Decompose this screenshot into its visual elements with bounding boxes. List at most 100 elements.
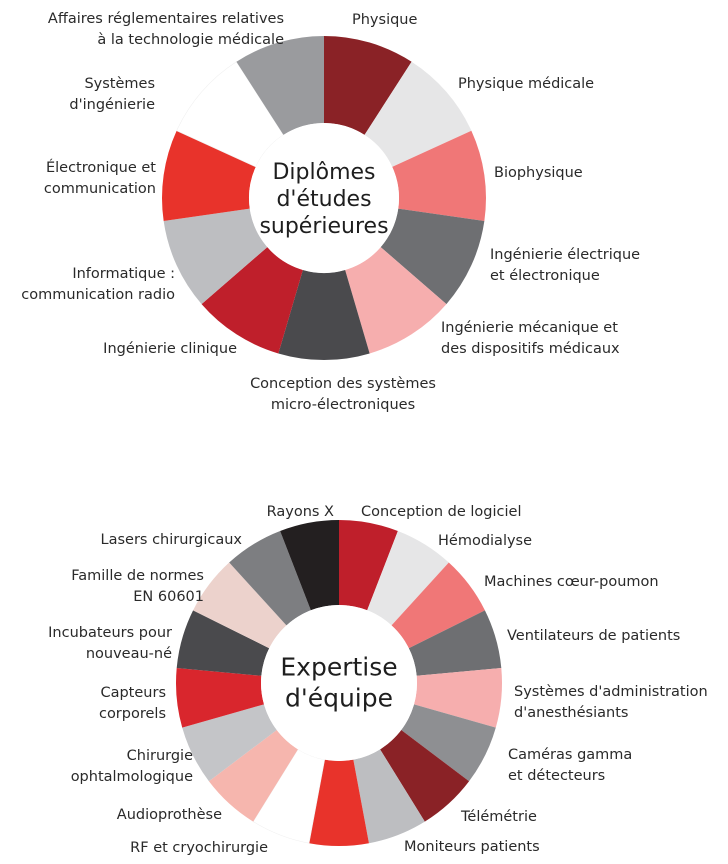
label-line: à la technologie médicale xyxy=(97,32,284,48)
label-conception-des-systemes-micro-electroniques: Conception des systèmes micro-électroniqu… xyxy=(250,376,436,413)
label-line: Ingénierie mécanique et xyxy=(441,320,618,336)
label-line: Physique médicale xyxy=(458,76,594,92)
center-title-line: Expertise xyxy=(280,653,397,682)
label-line: corporels xyxy=(99,706,166,722)
label-line: Biophysique xyxy=(494,165,583,181)
segment-conception-de-logiciel xyxy=(339,520,398,611)
label-line: RF et cryochirurgie xyxy=(130,840,268,856)
label-line: Caméras gamma xyxy=(508,747,632,763)
segment-informatique-communication-radio xyxy=(163,208,268,305)
label-line: communication xyxy=(44,181,156,197)
label-rayons-x: Rayons X xyxy=(267,504,334,520)
center-title-line: d'équipe xyxy=(285,684,393,713)
segment-physique xyxy=(324,36,412,135)
label-capteurs-corporels: Capteurs corporels xyxy=(99,685,166,722)
segment-ingenierie-mecanique-et-des-dispositifs-medicaux xyxy=(345,247,447,354)
segment-biophysique xyxy=(392,130,486,222)
label-ventilateurs-de-patients: Ventilateurs de patients xyxy=(507,628,680,644)
label-line: d'ingénierie xyxy=(69,97,155,113)
label-hemodialyse: Hémodialyse xyxy=(438,533,532,549)
label-line: d'anesthésiants xyxy=(514,705,628,721)
label-line: des dispositifs médicaux xyxy=(441,341,620,357)
label-physique: Physique xyxy=(352,12,417,28)
segment-conception-des-systemes-micro-electroniques xyxy=(278,269,370,360)
label-line: ophtalmologique xyxy=(71,769,193,785)
label-line: Systèmes xyxy=(84,76,155,92)
label-ingenierie-electrique-et-electronique: Ingénierie électrique et électronique xyxy=(490,247,640,284)
label-ingenierie-mecanique-et-des-dispositifs-medicaux: Ingénierie mécanique et des dispositifs m… xyxy=(441,320,620,357)
segment-ingenierie-clinique xyxy=(201,247,303,354)
segment-moniteurs-patients xyxy=(353,749,425,844)
label-line: et détecteurs xyxy=(508,768,605,784)
label-line: Physique xyxy=(352,12,417,28)
label-line: Incubateurs pour xyxy=(48,625,172,641)
segment-systemes-d-administration-d-anesthesiants xyxy=(414,667,502,728)
label-line: Ingénierie électrique xyxy=(490,247,640,263)
label-systemes-d-administration-d-anesthesiants: Systèmes d'administration d'anesthésiants xyxy=(514,684,708,721)
label-line: communication radio xyxy=(21,287,175,303)
label-incubateurs-pour-nouveau-ne: Incubateurs pour nouveau-né xyxy=(48,625,172,662)
label-informatique-communication-radio: Informatique : communication radio xyxy=(21,266,175,303)
segment-incubateurs-pour-nouveau-ne xyxy=(176,610,270,676)
center-title: Diplômes d'études supérieures xyxy=(259,160,388,239)
segment-cameras-gamma-et-detecteurs xyxy=(401,704,496,782)
label-famille-de-normes-en-60601: Famille de normes EN 60601 xyxy=(71,568,204,605)
segment-rayons-x xyxy=(280,520,339,611)
label-line: Ingénierie clinique xyxy=(103,341,237,357)
team-expertise-wheel: Expertise d'équipe Conception de logiciel H… xyxy=(48,504,708,856)
label-line: Conception des systèmes xyxy=(250,376,436,392)
label-machines-c-ur-poumon: Machines cœur-poumon xyxy=(484,574,659,590)
label-line: Chirurgie xyxy=(127,748,193,764)
label-line: Télémétrie xyxy=(460,809,537,825)
label-lasers-chirurgicaux: Lasers chirurgicaux xyxy=(101,532,243,548)
segment-physique-medicale xyxy=(364,61,472,167)
center-title-line: Diplômes xyxy=(272,160,375,185)
label-line: Électronique et xyxy=(46,159,156,176)
center-disc xyxy=(261,605,417,761)
segment-famille-de-normes-en-60601 xyxy=(193,562,287,649)
label-audioprothese: Audioprothèse xyxy=(117,807,222,823)
label-line: Machines cœur-poumon xyxy=(484,574,659,590)
segment-machines-c-ur-poumon xyxy=(391,562,485,649)
center-title-line: supérieures xyxy=(259,214,388,239)
segment-capteurs-corporels xyxy=(176,667,264,728)
label-rf-et-cryochirurgie: RF et cryochirurgie xyxy=(130,840,268,856)
label-ingenierie-clinique: Ingénierie clinique xyxy=(103,341,237,357)
label-electronique-et-communication: Électronique et communication xyxy=(44,159,156,197)
label-line: nouveau-né xyxy=(86,646,172,662)
segment-audioprothese xyxy=(208,730,298,822)
segment-lasers-chirurgicaux xyxy=(229,531,311,626)
label-line: Affaires réglementaires relatives xyxy=(48,11,284,27)
label-affaires-reglementaires-relatives-a-la-technologie-medicale: Affaires réglementaires relatives à la te… xyxy=(48,11,284,48)
segment-ingenierie-electrique-et-electronique xyxy=(380,208,485,305)
label-line: Lasers chirurgicaux xyxy=(101,532,243,548)
label-line: Informatique : xyxy=(72,266,175,282)
label-telemetrie: Télémétrie xyxy=(460,809,537,825)
segment-hemodialyse xyxy=(367,531,449,626)
label-line: Famille de normes xyxy=(71,568,204,584)
label-line: et électronique xyxy=(490,268,600,284)
segment-chirurgie-ophtalmologique xyxy=(182,704,277,782)
segment-ventilateurs-de-patients xyxy=(408,610,502,676)
label-line: Audioprothèse xyxy=(117,807,222,823)
center-title: Expertise d'équipe xyxy=(280,653,397,713)
label-line: Moniteurs patients xyxy=(404,839,540,855)
label-line: micro-électroniques xyxy=(271,397,415,413)
segment-telemetrie xyxy=(380,730,470,822)
label-biophysique: Biophysique xyxy=(494,165,583,181)
label-line: Conception de logiciel xyxy=(361,504,521,520)
label-conception-de-logiciel: Conception de logiciel xyxy=(361,504,521,520)
label-line: Systèmes d'administration xyxy=(514,684,708,700)
label-chirurgie-ophtalmologique: Chirurgie ophtalmologique xyxy=(71,748,193,785)
degrees-wheel: Diplômes d'études supérieures Physique Physi… xyxy=(21,11,640,413)
label-systemes-d-ingenierie: Systèmes d'ingénierie xyxy=(69,76,155,113)
center-title-line: d'études xyxy=(276,187,371,212)
label-moniteurs-patients: Moniteurs patients xyxy=(404,839,540,855)
label-line: Hémodialyse xyxy=(438,533,532,549)
label-line: Rayons X xyxy=(267,504,334,520)
center-disc xyxy=(249,123,399,273)
label-line: Ventilateurs de patients xyxy=(507,628,680,644)
segment-electronique-et-communication xyxy=(162,130,256,222)
segment- xyxy=(309,759,369,846)
label-line: EN 60601 xyxy=(133,589,204,605)
